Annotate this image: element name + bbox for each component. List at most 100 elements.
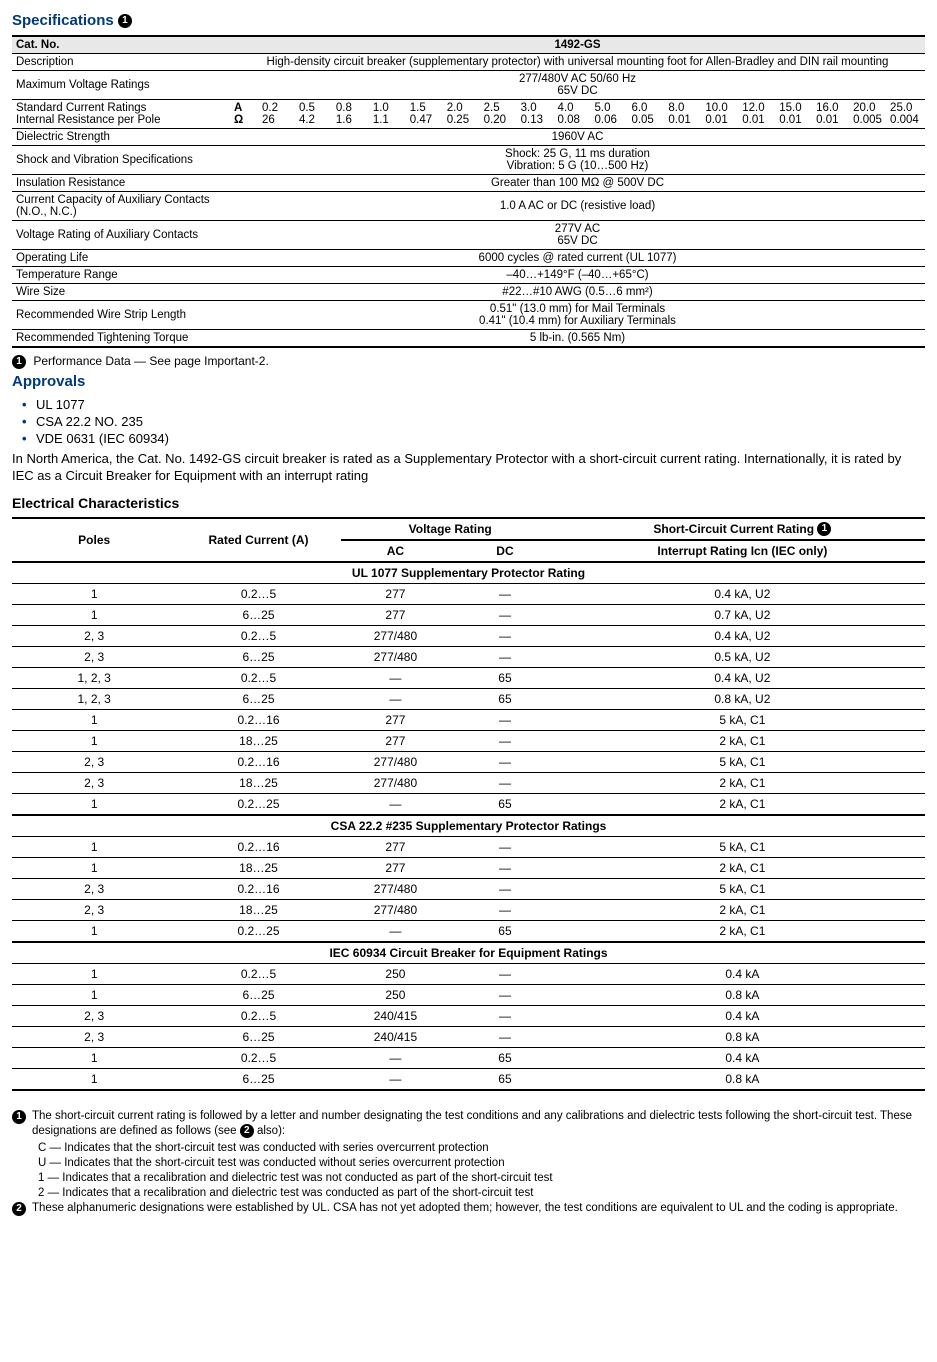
table-cell: 0.2…16 (176, 837, 340, 858)
table-cell: — (450, 647, 560, 668)
table-row: 1, 2, 36…25—650.8 kA, U2 (12, 689, 925, 710)
table-cell: 65 (450, 689, 560, 710)
table-row: Operating Life 6000 cycles @ rated curre… (12, 250, 925, 267)
table-cell: 18…25 (176, 773, 340, 794)
table-cell: 6…25 (176, 985, 340, 1006)
table-cell: 240/415 (341, 1006, 451, 1027)
table-row: 10.2…5277—0.4 kA, U2 (12, 584, 925, 605)
table-cell: 1 (12, 584, 176, 605)
table-row: 10.2…5250—0.4 kA (12, 964, 925, 985)
footnote-body: The short-circuit current rating is foll… (32, 1109, 925, 1139)
table-cell: — (450, 752, 560, 773)
table-row: 10.2…16277—5 kA, C1 (12, 710, 925, 731)
table-cell: 5 kA, C1 (560, 752, 925, 773)
table-row: 2, 36…25277/480—0.5 kA, U2 (12, 647, 925, 668)
table-cell: 2, 3 (12, 626, 176, 647)
table-cell: 6…25 (176, 689, 340, 710)
electrical-table: Poles Rated Current (A) Voltage Rating S… (12, 517, 925, 1092)
approvals-list: UL 1077CSA 22.2 NO. 235VDE 0631 (IEC 609… (22, 396, 925, 447)
rating-value: 1.6 (336, 114, 367, 126)
table-row: 2, 30.2…5277/480—0.4 kA, U2 (12, 626, 925, 647)
specifications-table: Cat. No. 1492-GS Description High-densit… (12, 35, 925, 348)
row-value: Shock: 25 G, 11 ms duration Vibration: 5… (230, 146, 925, 175)
table-cell: 6…25 (176, 605, 340, 626)
table-cell: — (341, 921, 451, 943)
table-cell: 277 (341, 837, 451, 858)
specifications-title-text: Specifications (12, 12, 114, 29)
table-cell: 2 kA, C1 (560, 773, 925, 794)
rating-value: 25.0 (890, 102, 921, 114)
rating-value: 8.0 (668, 102, 699, 114)
table-row: Wire Size #22…#10 AWG (0.5…6 mm²) (12, 284, 925, 301)
rating-value: 15.0 (779, 102, 810, 114)
approval-item: CSA 22.2 NO. 235 (22, 413, 925, 430)
rating-value: 1.1 (373, 114, 404, 126)
col-poles: Poles (12, 518, 176, 563)
table-cell: — (450, 879, 560, 900)
footnote-sub-lines: C — Indicates that the short-circuit tes… (12, 1141, 925, 1201)
table-row: 2, 318…25277/480—2 kA, C1 (12, 773, 925, 794)
rating-value: 0.01 (668, 114, 699, 126)
table-cell: 250 (341, 985, 451, 1006)
rating-value: 0.08 (558, 114, 589, 126)
table-row: 16…25277—0.7 kA, U2 (12, 605, 925, 626)
approval-item: VDE 0631 (IEC 60934) (22, 430, 925, 447)
table-cell: 0.8 kA (560, 1069, 925, 1091)
specifications-heading: Specifications 1 (12, 12, 925, 29)
table-cell: 1 (12, 985, 176, 1006)
value-line: 0.51" (13.0 mm) for Mail Terminals (234, 303, 921, 315)
rating-value: 0.20 (484, 114, 515, 126)
bottom-footnotes: 1 The short-circuit current rating is fo… (12, 1109, 925, 1216)
rating-value: 1.5 (410, 102, 441, 114)
row-value: 1960V AC (230, 129, 925, 146)
footnote-row: 2 These alphanumeric designations were e… (12, 1201, 925, 1216)
table-cell: — (341, 1048, 451, 1069)
col-rated: Rated Current (A) (176, 518, 340, 563)
rating-value: 0.005 (853, 114, 884, 126)
table-cell: 2 kA, C1 (560, 731, 925, 752)
table-cell: 6…25 (176, 1069, 340, 1091)
table-cell: 2 kA, C1 (560, 794, 925, 816)
rating-value: 0.01 (816, 114, 847, 126)
cat-no-header: Cat. No. (12, 36, 230, 54)
rating-value: 1.0 (373, 102, 404, 114)
table-cell: 1 (12, 710, 176, 731)
section-header-row: CSA 22.2 #235 Supplementary Protector Ra… (12, 815, 925, 837)
footnote-row: 1 The short-circuit current rating is fo… (12, 1109, 925, 1139)
table-cell: 0.2…5 (176, 626, 340, 647)
row-label: Recommended Wire Strip Length (12, 301, 230, 330)
table-cell: 1 (12, 921, 176, 943)
footnote-1: 1 Performance Data — See page Important-… (12, 354, 925, 369)
table-cell: — (450, 710, 560, 731)
row-label: Standard Current Ratings Internal Resist… (12, 100, 230, 129)
table-cell: 2, 3 (12, 900, 176, 921)
table-cell: — (450, 900, 560, 921)
rating-value: 2.5 (484, 102, 515, 114)
approvals-heading: Approvals (12, 373, 925, 390)
table-row: Insulation Resistance Greater than 100 M… (12, 175, 925, 192)
table-cell: 277/480 (341, 626, 451, 647)
table-cell: 0.2…16 (176, 752, 340, 773)
table-cell: 1 (12, 964, 176, 985)
approvals-body-text: In North America, the Cat. No. 1492-GS c… (12, 451, 925, 485)
table-cell: 0.5 kA, U2 (560, 647, 925, 668)
table-cell: — (341, 668, 451, 689)
value-line: 65V DC (234, 85, 921, 97)
table-row: 2, 36…25240/415—0.8 kA (12, 1027, 925, 1048)
table-cell: — (341, 689, 451, 710)
rating-value: 0.05 (631, 114, 662, 126)
table-cell: 277 (341, 710, 451, 731)
table-cell: 0.7 kA, U2 (560, 605, 925, 626)
table-cell: 0.8 kA (560, 1027, 925, 1048)
table-cell: 0.4 kA, U2 (560, 668, 925, 689)
table-cell: — (450, 1027, 560, 1048)
row-value: Greater than 100 MΩ @ 500V DC (230, 175, 925, 192)
footnote-text: These alphanumeric designations were est… (32, 1201, 898, 1216)
section-title-cell: UL 1077 Supplementary Protector Rating (12, 562, 925, 584)
section-header-row: IEC 60934 Circuit Breaker for Equipment … (12, 942, 925, 964)
table-cell: 240/415 (341, 1027, 451, 1048)
row-label: Maximum Voltage Ratings (12, 71, 230, 100)
table-row: 2, 30.2…16277/480—5 kA, C1 (12, 752, 925, 773)
table-cell: 2 kA, C1 (560, 858, 925, 879)
table-cell: 0.4 kA, U2 (560, 626, 925, 647)
